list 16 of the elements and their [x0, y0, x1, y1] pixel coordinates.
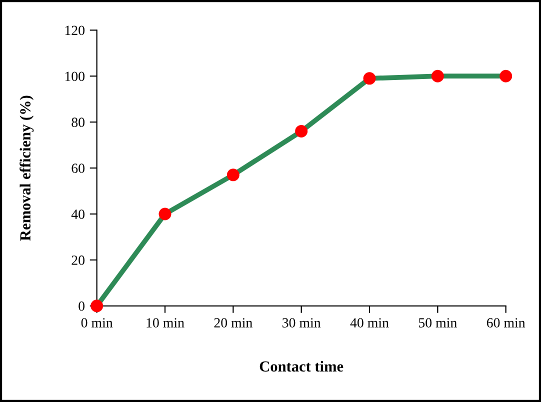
x-tick-label: 0 min [81, 318, 113, 328]
y-tick-label: 40 [71, 210, 85, 219]
y-tick-label: 120 [65, 26, 85, 36]
x-tick-label: 20 min [214, 318, 252, 328]
x-tick-label: 30 min [282, 318, 321, 328]
x-axis-title: Contact time [260, 360, 344, 372]
y-tick-label: 100 [65, 72, 85, 82]
y-tick-label: 0 [78, 302, 85, 311]
x-tick-label: 60 min [486, 318, 526, 328]
x-tick-label: 10 min [146, 318, 184, 328]
y-tick-label: 20 [72, 256, 85, 265]
y-tick-label: 80 [72, 118, 85, 128]
y-tick-label: 60 [72, 164, 85, 173]
x-tick-label: 50 min [418, 318, 457, 328]
x-tick-label: 40 min [350, 318, 389, 328]
y-axis-title: Removal efficieny (%) [20, 96, 34, 241]
